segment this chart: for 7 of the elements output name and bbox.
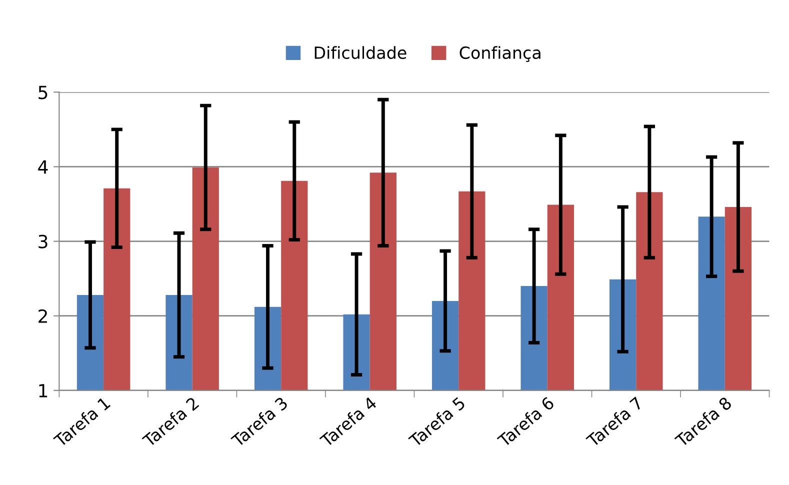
legend-label: Confiança bbox=[460, 46, 540, 62]
y-tick-label: 3 bbox=[38, 234, 48, 248]
y-tick-label: 5 bbox=[38, 86, 48, 100]
y-tick-label: 4 bbox=[38, 160, 48, 174]
y-tick-label: 1 bbox=[39, 384, 48, 398]
y-tick-label: 2 bbox=[38, 309, 47, 323]
legend-label: Dificuldade bbox=[314, 46, 406, 60]
